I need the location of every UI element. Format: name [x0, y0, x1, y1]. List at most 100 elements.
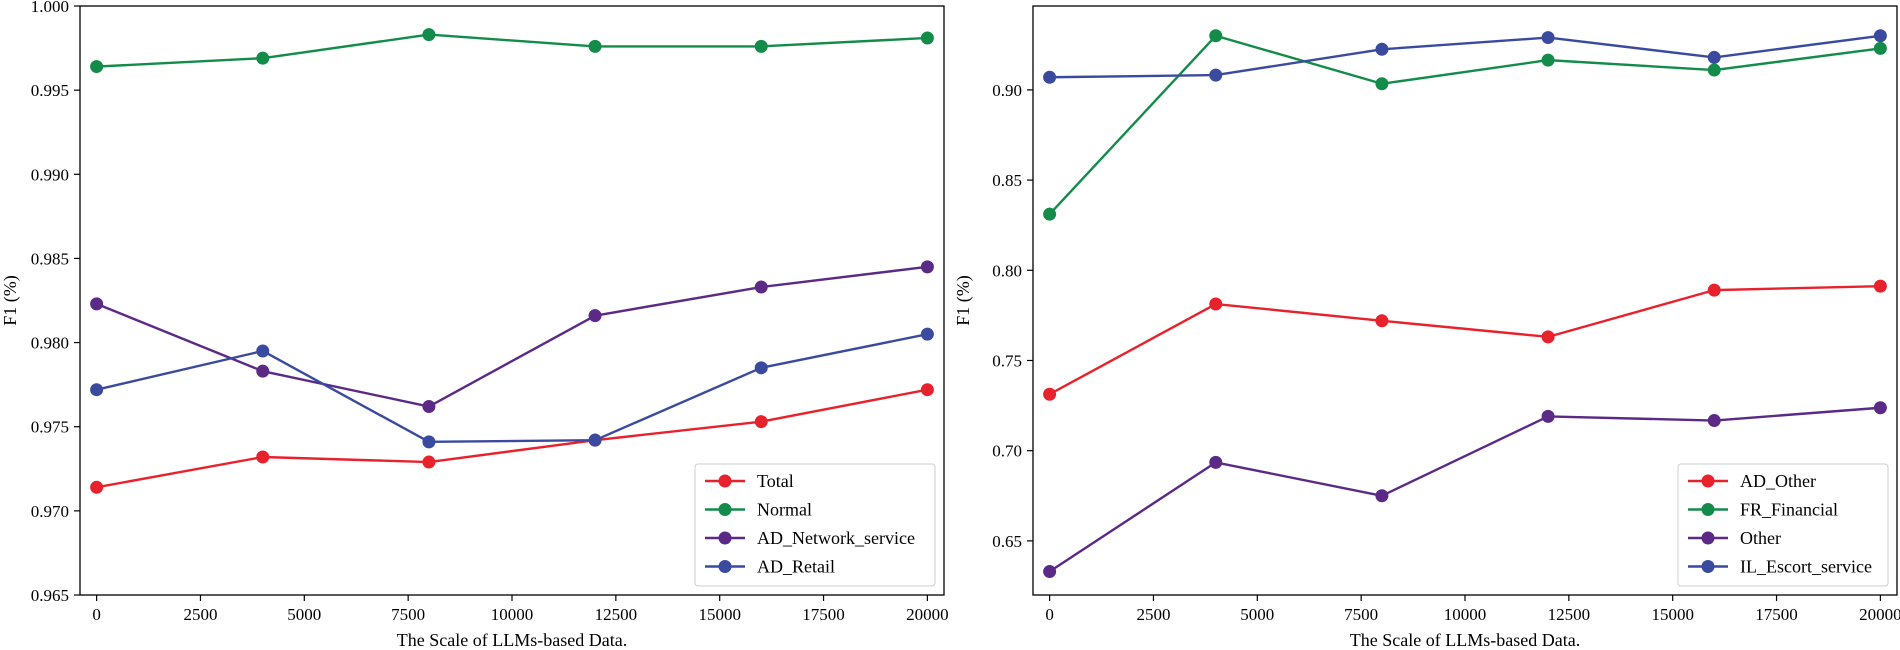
- data-point-Other: [1541, 409, 1555, 423]
- data-point-IL_Escort_service: [1707, 50, 1721, 64]
- data-point-Other: [1707, 414, 1721, 428]
- x-tick-label: 17500: [802, 605, 845, 624]
- data-point-AD_Retail: [90, 383, 104, 397]
- x-tick-label: 20000: [906, 605, 949, 624]
- data-point-Normal: [588, 39, 602, 53]
- x-tick-label: 5000: [287, 605, 321, 624]
- data-point-Normal: [920, 31, 934, 45]
- data-point-Total: [920, 383, 934, 397]
- x-tick-label: 15000: [1651, 605, 1694, 624]
- data-point-IL_Escort_service: [1541, 31, 1555, 45]
- y-axis-label: F1 (%): [0, 275, 21, 326]
- data-point-AD_Network_service: [256, 364, 270, 378]
- data-point-Total: [90, 480, 104, 494]
- data-point-FR_Financial: [1043, 207, 1057, 221]
- data-point-FR_Financial: [1375, 77, 1389, 91]
- x-axis-label: The Scale of LLMs-based Data.: [1350, 630, 1580, 650]
- data-point-AD_Network_service: [588, 309, 602, 323]
- data-point-Other: [1873, 401, 1887, 415]
- legend-swatch-marker: [1701, 531, 1715, 545]
- data-point-AD_Retail: [920, 327, 934, 341]
- y-tick-label: 1.000: [31, 0, 69, 16]
- data-point-AD_Network_service: [422, 400, 436, 414]
- data-point-AD_Retail: [754, 361, 768, 375]
- data-point-AD_Retail: [422, 435, 436, 449]
- data-point-AD_Other: [1209, 297, 1223, 311]
- data-point-Normal: [256, 51, 270, 65]
- legend-swatch-marker: [1701, 474, 1715, 488]
- y-tick-label: 0.980: [31, 334, 69, 353]
- y-tick-label: 0.70: [992, 442, 1022, 461]
- y-axis-label: F1 (%): [953, 275, 974, 326]
- data-point-Normal: [90, 60, 104, 74]
- data-point-AD_Retail: [588, 433, 602, 447]
- series-line-FR_Financial: [1048, 34, 1881, 215]
- legend: Total Normal AD_Network_service AD_Retail: [694, 463, 936, 587]
- chart-1: 0 2500 5000 7500 10000 12500 15000 17500 20000 0.…: [0, 0, 949, 650]
- x-tick-label: 0: [1045, 605, 1054, 624]
- legend-box: [694, 463, 936, 587]
- y-tick-label: 0.65: [992, 532, 1022, 551]
- x-tick-label: 17500: [1755, 605, 1798, 624]
- data-point-Normal: [422, 28, 436, 42]
- series-line-IL_Escort_service: [1049, 34, 1881, 79]
- x-tick-label: 5000: [1240, 605, 1274, 624]
- x-tick-label: 10000: [1444, 605, 1487, 624]
- legend-label: AD_Other: [1740, 471, 1816, 491]
- legend-label: Total: [757, 471, 794, 491]
- data-point-Normal: [754, 39, 768, 53]
- x-axis-label: The Scale of LLMs-based Data.: [397, 630, 627, 650]
- legend-label: FR_Financial: [1740, 500, 1838, 520]
- legend-swatch-marker: [718, 560, 732, 573]
- data-point-Total: [754, 415, 768, 429]
- y-tick-label: 0.995: [31, 81, 69, 100]
- series-line-AD_Other: [1049, 284, 1881, 396]
- data-point-Other: [1043, 565, 1057, 579]
- series-line-Other: [1048, 406, 1881, 573]
- data-point-IL_Escort_service: [1043, 70, 1057, 84]
- series-line-Normal: [96, 33, 928, 68]
- legend-swatch-marker: [718, 474, 732, 488]
- data-point-AD_Retail: [256, 344, 270, 358]
- y-tick-label: 0.975: [31, 418, 69, 437]
- legend-swatch-marker: [718, 531, 732, 545]
- data-point-AD_Other: [1541, 330, 1555, 344]
- legend-swatch-marker: [1701, 560, 1715, 573]
- x-tick-label: 2500: [1136, 605, 1170, 624]
- data-point-FR_Financial: [1209, 29, 1223, 43]
- data-point-FR_Financial: [1707, 63, 1721, 77]
- y-tick-label: 0.985: [31, 249, 69, 268]
- data-point-Other: [1375, 489, 1389, 503]
- data-point-AD_Other: [1375, 314, 1389, 328]
- data-point-IL_Escort_service: [1209, 68, 1223, 82]
- legend: AD_Other FR_Financial Other IL_Escort_servi…: [1677, 463, 1889, 587]
- series-line-AD_Retail: [96, 332, 928, 444]
- series-line-Total: [96, 388, 928, 489]
- legend-label: AD_Network_service: [757, 528, 915, 548]
- y-tick-label: 0.965: [31, 586, 69, 605]
- data-point-AD_Other: [1043, 387, 1057, 401]
- x-tick-label: 15000: [698, 605, 741, 624]
- y-tick-label: 0.970: [31, 502, 69, 521]
- data-point-IL_Escort_service: [1873, 29, 1887, 43]
- data-point-FR_Financial: [1541, 53, 1555, 67]
- y-tick-label: 0.90: [992, 81, 1022, 100]
- data-point-AD_Network_service: [754, 280, 768, 294]
- x-tick-label: 12500: [1548, 605, 1591, 624]
- chart-2: 0 2500 5000 7500 10000 12500 15000 17500 20000 0.…: [953, 5, 1900, 650]
- x-tick-label: 10000: [491, 605, 534, 624]
- y-tick-label: 0.75: [992, 351, 1022, 370]
- x-tick-label: 2500: [183, 605, 217, 624]
- data-point-Other: [1209, 455, 1223, 469]
- legend-label: IL_Escort_service: [1740, 557, 1872, 577]
- data-point-Total: [256, 450, 270, 464]
- y-tick-label: 0.990: [31, 165, 69, 184]
- legend-label: Normal: [757, 500, 812, 520]
- data-point-AD_Other: [1873, 279, 1887, 293]
- data-point-AD_Network_service: [90, 297, 104, 311]
- data-point-AD_Network_service: [920, 260, 934, 274]
- x-tick-label: 7500: [391, 605, 425, 624]
- y-tick-label: 0.80: [992, 261, 1022, 280]
- y-tick-label: 0.85: [992, 171, 1022, 190]
